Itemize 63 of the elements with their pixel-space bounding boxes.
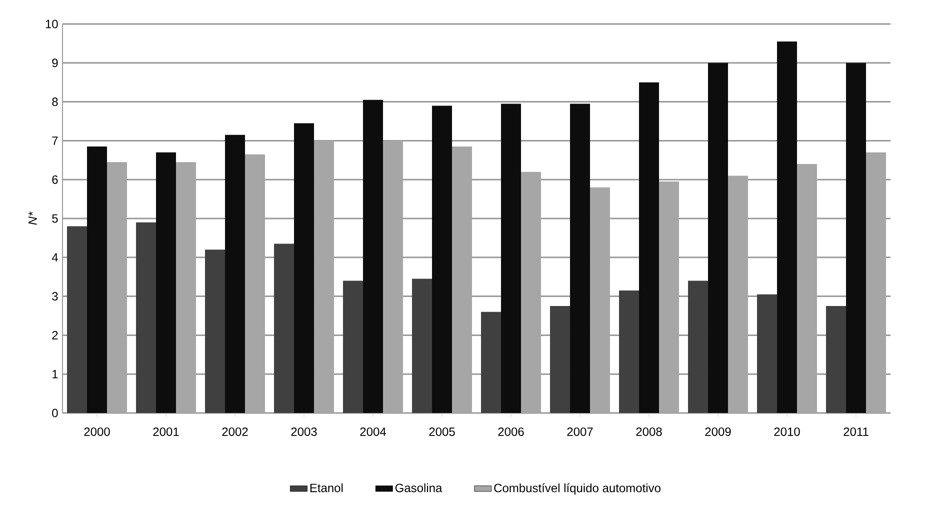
bar <box>659 182 680 413</box>
y-axis-title: N* <box>28 212 37 225</box>
bar <box>797 164 818 413</box>
y-tick-label: 10 <box>46 20 58 28</box>
bar <box>205 250 226 413</box>
bar <box>521 172 542 413</box>
x-tick-label: 2007 <box>567 427 593 436</box>
bar <box>156 152 176 413</box>
x-tick-label: 2005 <box>429 427 455 436</box>
y-tick-label: 3 <box>52 292 58 301</box>
bar <box>67 226 87 413</box>
y-tick-label: 2 <box>52 331 58 340</box>
bar <box>708 62 728 413</box>
y-tick-label: 7 <box>52 136 58 145</box>
y-tick-label: 0 <box>52 408 58 418</box>
bar <box>176 162 196 413</box>
bar <box>619 290 640 413</box>
bar <box>274 244 294 413</box>
bar <box>777 42 798 413</box>
y-tick-label: 4 <box>52 253 58 262</box>
legend-label: Gasolina <box>395 483 442 492</box>
y-tick-label: 5 <box>52 214 58 223</box>
bar <box>432 106 452 413</box>
bar <box>314 140 334 413</box>
y-tick-label: 1 <box>52 370 58 378</box>
bar <box>107 162 127 413</box>
x-tick-label: 2009 <box>705 427 731 436</box>
y-tick-label: 6 <box>52 175 58 184</box>
bar <box>481 312 502 413</box>
y-tick-label: 8 <box>52 98 58 106</box>
x-tick-label: 2001 <box>153 427 179 436</box>
x-tick-label: 2004 <box>360 427 386 436</box>
bar <box>501 104 522 413</box>
bar <box>866 152 886 413</box>
x-tick-label: 2003 <box>291 427 317 436</box>
bar <box>570 104 590 413</box>
legend-label: Etanol <box>310 483 343 492</box>
bar <box>757 294 778 413</box>
bar <box>343 280 364 413</box>
x-tick-label: 2006 <box>498 427 524 436</box>
bar <box>452 146 472 413</box>
bar <box>383 140 404 413</box>
x-tick-label: 2010 <box>774 427 800 436</box>
y-tick-label: 9 <box>52 58 58 68</box>
legend-label: Combustível líquido automotivo <box>494 483 660 495</box>
bar <box>550 306 570 413</box>
x-tick-label: 2002 <box>222 427 248 436</box>
bar <box>412 278 432 413</box>
bar <box>728 176 748 413</box>
bar <box>87 146 107 413</box>
x-tick-label: 2008 <box>636 427 662 436</box>
bar <box>363 100 384 413</box>
bar <box>826 306 846 413</box>
bar <box>590 187 610 413</box>
bar <box>245 154 266 413</box>
x-tick-label: 2011 <box>844 427 868 436</box>
bar <box>846 62 866 413</box>
bar <box>136 222 156 413</box>
bar <box>294 123 314 413</box>
bar <box>225 134 246 413</box>
bar <box>639 82 660 413</box>
bar <box>688 280 708 413</box>
x-tick-label: 2000 <box>84 427 110 436</box>
